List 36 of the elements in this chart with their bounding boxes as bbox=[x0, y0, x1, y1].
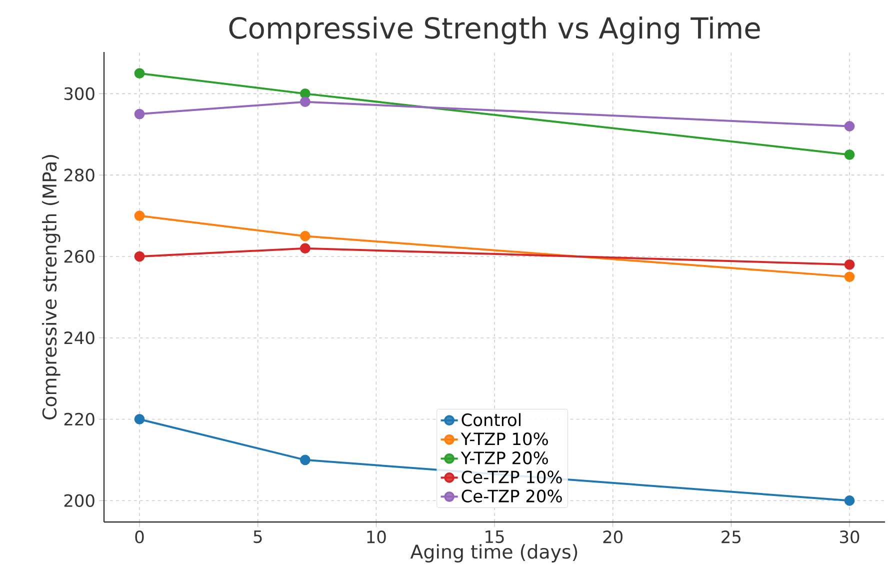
point bbox=[300, 454, 310, 466]
point bbox=[844, 121, 855, 132]
y-tick-label: 200 bbox=[64, 494, 94, 508]
chart-title: Compressive Strength vs Aging Time bbox=[229, 16, 760, 44]
x-tick-label: 15 bbox=[486, 530, 504, 544]
legend-label: Ce-TZP 10% bbox=[462, 470, 562, 484]
point bbox=[134, 68, 145, 79]
x-axis-title: Aging time (days) bbox=[410, 544, 578, 562]
point bbox=[844, 495, 855, 506]
y-tick-label: 240 bbox=[64, 331, 94, 344]
x-tick-label: 5 bbox=[254, 530, 262, 544]
point bbox=[844, 150, 855, 160]
x-tick-label: 10 bbox=[367, 530, 386, 544]
y-tick-label: 260 bbox=[64, 250, 94, 263]
point bbox=[134, 210, 145, 221]
point bbox=[844, 259, 855, 270]
point bbox=[844, 272, 855, 282]
point bbox=[134, 251, 145, 262]
x-tick-label: 20 bbox=[603, 530, 622, 544]
x-tick-label: 25 bbox=[722, 530, 740, 544]
legend-label: Y-TZP 20% bbox=[460, 452, 548, 464]
y-tick-label: 300 bbox=[64, 87, 94, 100]
point bbox=[300, 96, 310, 108]
legend-label: Ce-TZP 20% bbox=[462, 490, 562, 502]
point bbox=[134, 108, 145, 120]
y-axis-title: Compressive strength (MPa) bbox=[42, 155, 60, 420]
legend-label: Y-TZP 10% bbox=[460, 432, 548, 446]
point bbox=[300, 243, 310, 254]
point bbox=[300, 88, 310, 99]
legend-label: Control bbox=[462, 413, 520, 426]
point bbox=[300, 230, 310, 242]
y-tick-label: 280 bbox=[64, 168, 94, 182]
point bbox=[134, 414, 145, 424]
x-tick-label: 0 bbox=[135, 530, 144, 544]
x-tick-label: 30 bbox=[840, 530, 860, 544]
y-tick-label: 220 bbox=[64, 412, 94, 426]
